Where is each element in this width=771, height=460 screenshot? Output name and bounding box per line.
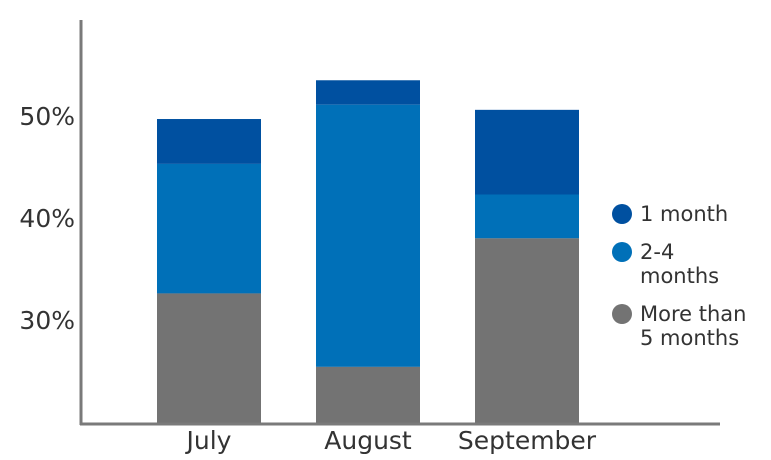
bar-segment	[475, 109, 579, 195]
y-tick-label: 40%	[19, 204, 75, 233]
x-tick-label: September	[458, 426, 597, 455]
bar-segment	[475, 194, 579, 239]
legend-item: 2-4 months	[612, 240, 762, 288]
legend: 1 month 2-4 months More than 5 months	[612, 202, 762, 364]
legend-swatch	[612, 304, 632, 324]
bar-segment	[157, 119, 261, 164]
bar-segment	[316, 80, 420, 105]
bar-segment	[157, 163, 261, 294]
x-tick-label: July	[185, 426, 232, 455]
legend-label: 2-4 months	[640, 240, 720, 288]
legend-swatch	[612, 204, 632, 224]
bar-segment	[316, 366, 420, 424]
x-tick-label: August	[324, 426, 412, 455]
y-tick-label: 50%	[19, 102, 75, 131]
bar-segment	[316, 104, 420, 367]
legend-swatch	[612, 242, 632, 262]
bar-segment	[475, 238, 579, 424]
legend-item: 1 month	[612, 202, 762, 226]
legend-label: More than 5 months	[640, 302, 747, 350]
bar-segment	[157, 293, 261, 424]
legend-item: More than 5 months	[612, 302, 762, 350]
legend-label: 1 month	[640, 202, 729, 226]
y-tick-label: 30%	[19, 306, 75, 335]
